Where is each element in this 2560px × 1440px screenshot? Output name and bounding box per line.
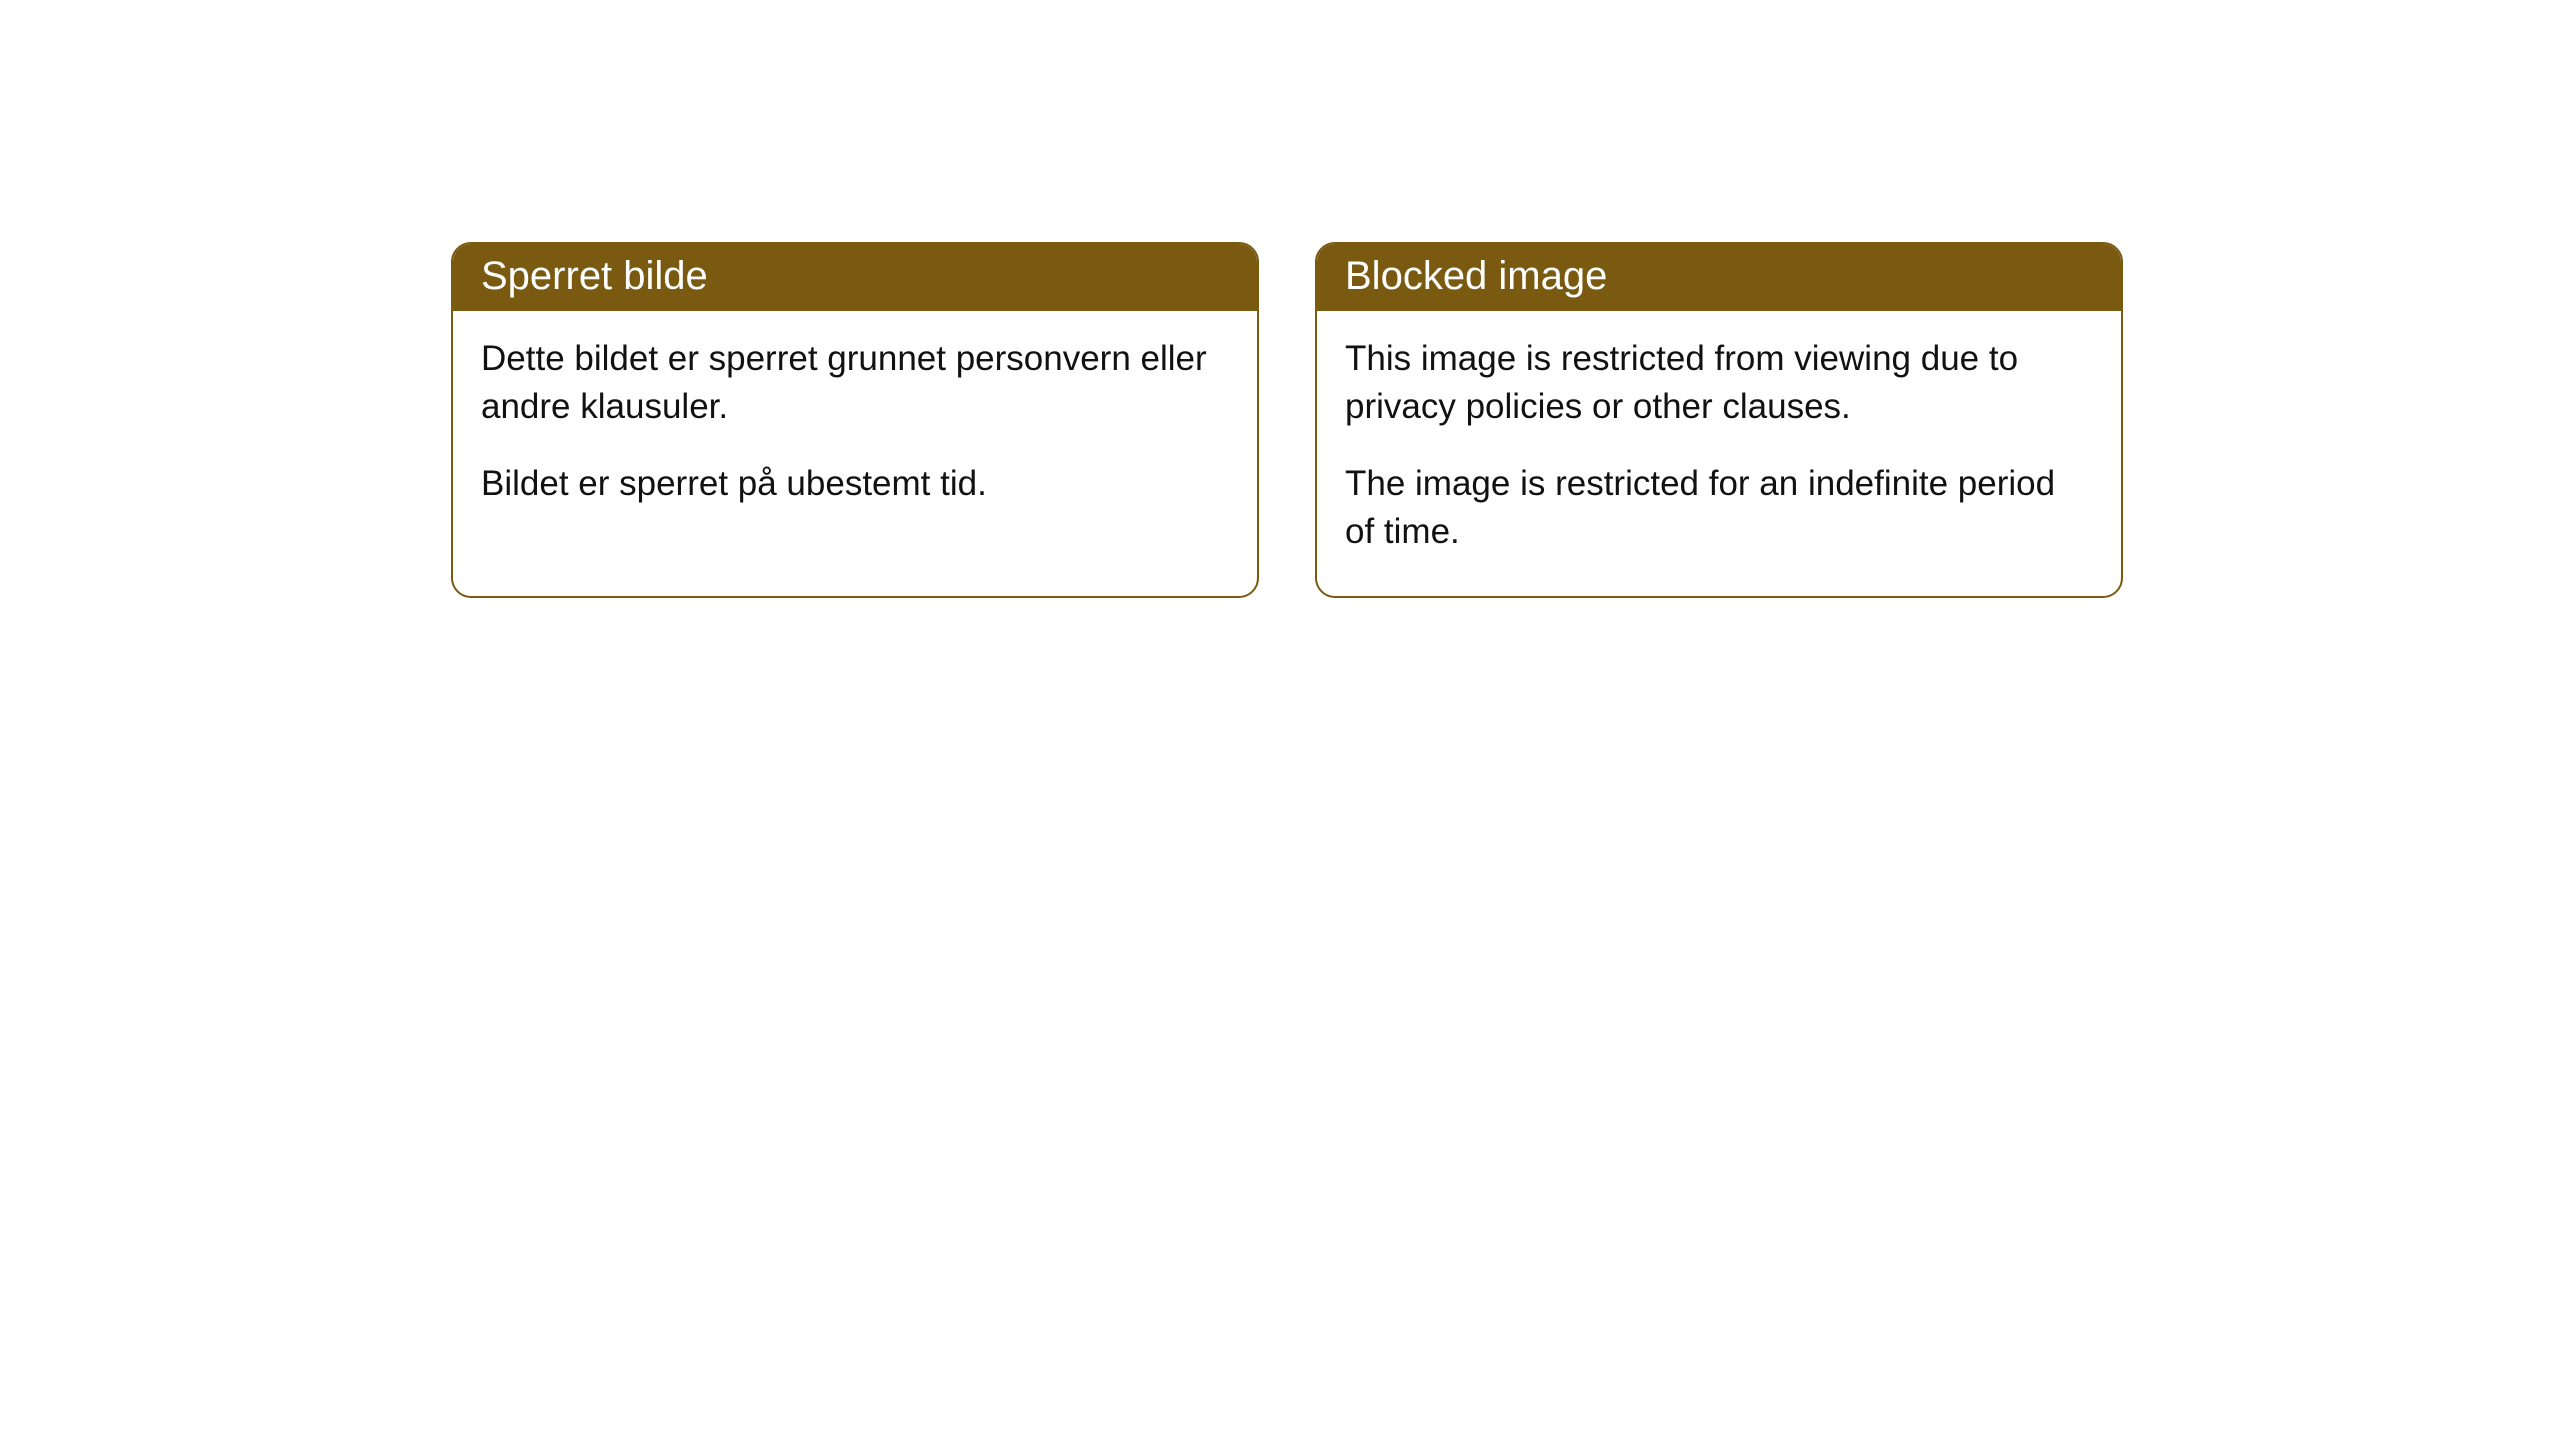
card-body-en: This image is restricted from viewing du… [1317, 311, 2121, 596]
blocked-image-card-en: Blocked image This image is restricted f… [1315, 242, 2123, 598]
card-header-no: Sperret bilde [453, 244, 1257, 311]
card-body-no: Dette bildet er sperret grunnet personve… [453, 311, 1257, 548]
card-text-no-1: Dette bildet er sperret grunnet personve… [481, 335, 1229, 432]
card-text-en-1: This image is restricted from viewing du… [1345, 335, 2093, 432]
card-text-no-2: Bildet er sperret på ubestemt tid. [481, 460, 1229, 508]
card-header-en: Blocked image [1317, 244, 2121, 311]
cards-container: Sperret bilde Dette bildet er sperret gr… [0, 0, 2560, 598]
blocked-image-card-no: Sperret bilde Dette bildet er sperret gr… [451, 242, 1259, 598]
card-text-en-2: The image is restricted for an indefinit… [1345, 460, 2093, 557]
